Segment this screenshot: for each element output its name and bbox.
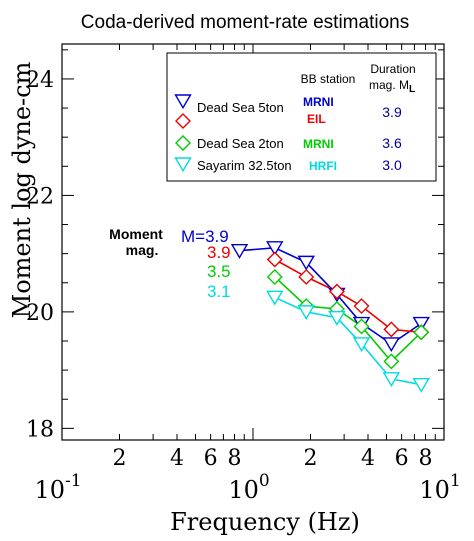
series-3-point [266, 268, 283, 285]
series-line-3 [274, 276, 422, 363]
legend-header-station: BB station [301, 72, 356, 86]
y-axis-label: Moment log dyne-cm [8, 61, 36, 318]
series-4-point [266, 290, 284, 306]
x-minor-tick-label: 2 [112, 446, 126, 471]
legend-station-3: HRFI [309, 159, 337, 173]
series-2-point [298, 268, 315, 285]
series-line-4 [274, 296, 422, 386]
series-layer [230, 241, 430, 393]
legend-header-duration-main: mag. M [369, 78, 409, 92]
series-1-point [297, 255, 315, 271]
series-4-point [352, 337, 371, 353]
moment-mag-label-2: mag. [126, 242, 159, 258]
series-4-point [297, 305, 315, 321]
series-1-point [382, 337, 401, 353]
series-4-point [382, 372, 401, 387]
series-2-point [328, 283, 345, 300]
legend-marker-triangle-cyan [174, 157, 192, 173]
x-tick-labels: 2 4 6 8 2 4 6 810-1 100 101 [34, 446, 460, 504]
moment-mag-value-4: 3.1 [207, 282, 231, 301]
series-2-point [353, 298, 370, 315]
x-major-tick-label: 100 [228, 471, 269, 504]
series-1-point [412, 316, 430, 332]
x-major-tick-exp: -1 [65, 471, 82, 491]
legend-header-duration-sub: L [409, 84, 415, 95]
series-4-point [412, 377, 430, 393]
legend-marker-triangle-blue [174, 94, 192, 110]
series-line-2 [274, 258, 422, 334]
legend-station-1a: MRNI [303, 95, 334, 109]
series-4-point [328, 311, 346, 326]
chart-title: Coda-derived moment-rate estimations [81, 12, 409, 33]
legend-box [166, 52, 437, 182]
tick-marks [61, 44, 444, 440]
x-minor-tick-label: 2 [303, 446, 317, 471]
moment-mag-value-3: 3.5 [207, 262, 231, 281]
legend-event-3: Sayarim 32.5ton [197, 158, 292, 173]
x-major-tick-base: 10 [419, 476, 450, 504]
y-tick-labels: 18 20 22 24 [26, 68, 54, 442]
series-2-point [266, 251, 283, 268]
legend-header-duration-1: Duration [370, 62, 415, 76]
legend-station-2: MRNI [303, 137, 334, 151]
moment-mag-label-1: Moment [109, 226, 163, 242]
y-tick-label: 18 [26, 417, 54, 442]
legend-station-1b: EIL [307, 112, 326, 126]
series-1-point [230, 244, 249, 259]
x-minor-tick-label: 8 [227, 446, 241, 471]
legend-ml-1: 3.9 [382, 104, 402, 120]
legend-ml-2: 3.6 [382, 135, 402, 151]
legend-header-duration-2: mag. ML [369, 78, 415, 95]
y-tick-label: 20 [26, 301, 54, 326]
legend-ml-3: 3.0 [382, 157, 402, 173]
x-minor-tick-label: 4 [170, 446, 184, 471]
moment-mag-value-2: 3.9 [207, 243, 231, 262]
y-tick-label: 22 [26, 184, 54, 209]
legend: BB station Duration mag. ML Dead Sea 5to… [166, 52, 437, 182]
x-minor-tick-label: 4 [361, 446, 375, 471]
x-major-tick-label: 10-1 [34, 471, 81, 504]
x-axis-label: Frequency (Hz) [170, 508, 360, 536]
legend-event-2: Dead Sea 2ton [197, 136, 284, 151]
x-minor-tick-label: 6 [395, 446, 409, 471]
moment-mag-value-1: M=3.9 [181, 227, 229, 246]
x-minor-tick-label: 6 [204, 446, 218, 471]
legend-marker-diamond-red [175, 113, 191, 129]
x-major-tick-base: 10 [228, 476, 259, 504]
legend-markers [174, 94, 192, 173]
y-tick-label: 24 [26, 68, 54, 93]
series-1-point [266, 241, 284, 256]
x-major-tick-exp: 0 [259, 471, 270, 491]
series-2-point [383, 321, 400, 338]
x-minor-tick-label: 8 [418, 446, 432, 471]
series-3-point [413, 324, 430, 341]
x-major-tick-label: 101 [419, 471, 460, 504]
x-major-tick-exp: 1 [450, 471, 461, 491]
x-major-tick-base: 10 [34, 476, 65, 504]
series-3-point [353, 318, 370, 335]
series-3-point [383, 353, 400, 370]
moment-mag-annotation: Moment mag. M=3.9 3.9 3.5 3.1 [109, 226, 230, 301]
legend-event-1: Dead Sea 5ton [197, 100, 284, 115]
legend-marker-diamond-green [175, 135, 191, 151]
